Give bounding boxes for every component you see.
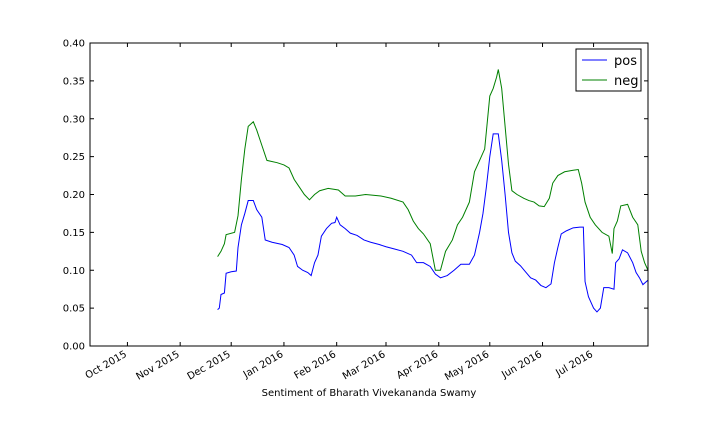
series-line-pos: [217, 133, 649, 313]
x-tick-label: Dec 2015: [186, 349, 233, 383]
y-tick-label: 0.05: [63, 304, 85, 315]
legend: pos neg: [575, 48, 642, 92]
x-tick-label: Jun 2016: [499, 349, 544, 381]
x-tick-label: Apr 2016: [395, 349, 440, 381]
x-tick-label: Feb 2016: [293, 349, 339, 382]
axes: 0.00 0.05 0.10 0.15 0.20 0.25 0.30 0.35 0.40 Oct …: [63, 39, 648, 383]
legend-box: [575, 48, 642, 92]
x-tick-label: Jan 2016: [241, 349, 286, 381]
y-tick-label: 0.15: [63, 228, 85, 239]
legend-pos-label: pos: [614, 54, 637, 69]
x-tick-label: Oct 2015: [84, 349, 129, 381]
series-line-neg: [217, 69, 649, 271]
y-tick-label: 0.40: [63, 39, 85, 50]
x-tick-label: Jul 2016: [553, 349, 595, 379]
y-tick-label: 0.20: [63, 190, 85, 201]
x-axis-label: Sentiment of Bharath Vivekananda Swamy: [262, 388, 477, 399]
x-tick-label: May 2016: [443, 349, 491, 383]
x-tick-label: Nov 2015: [134, 349, 181, 383]
y-tick-label: 0.25: [63, 152, 85, 163]
x-tick-label: Mar 2016: [341, 349, 388, 382]
y-tick-label: 0.00: [63, 342, 85, 353]
plot-lines: [217, 69, 649, 313]
legend-neg-label: neg: [614, 74, 639, 89]
y-tick-label: 0.10: [63, 266, 85, 277]
y-tick-label: 0.35: [63, 76, 85, 87]
y-tick-label: 0.30: [63, 114, 85, 125]
